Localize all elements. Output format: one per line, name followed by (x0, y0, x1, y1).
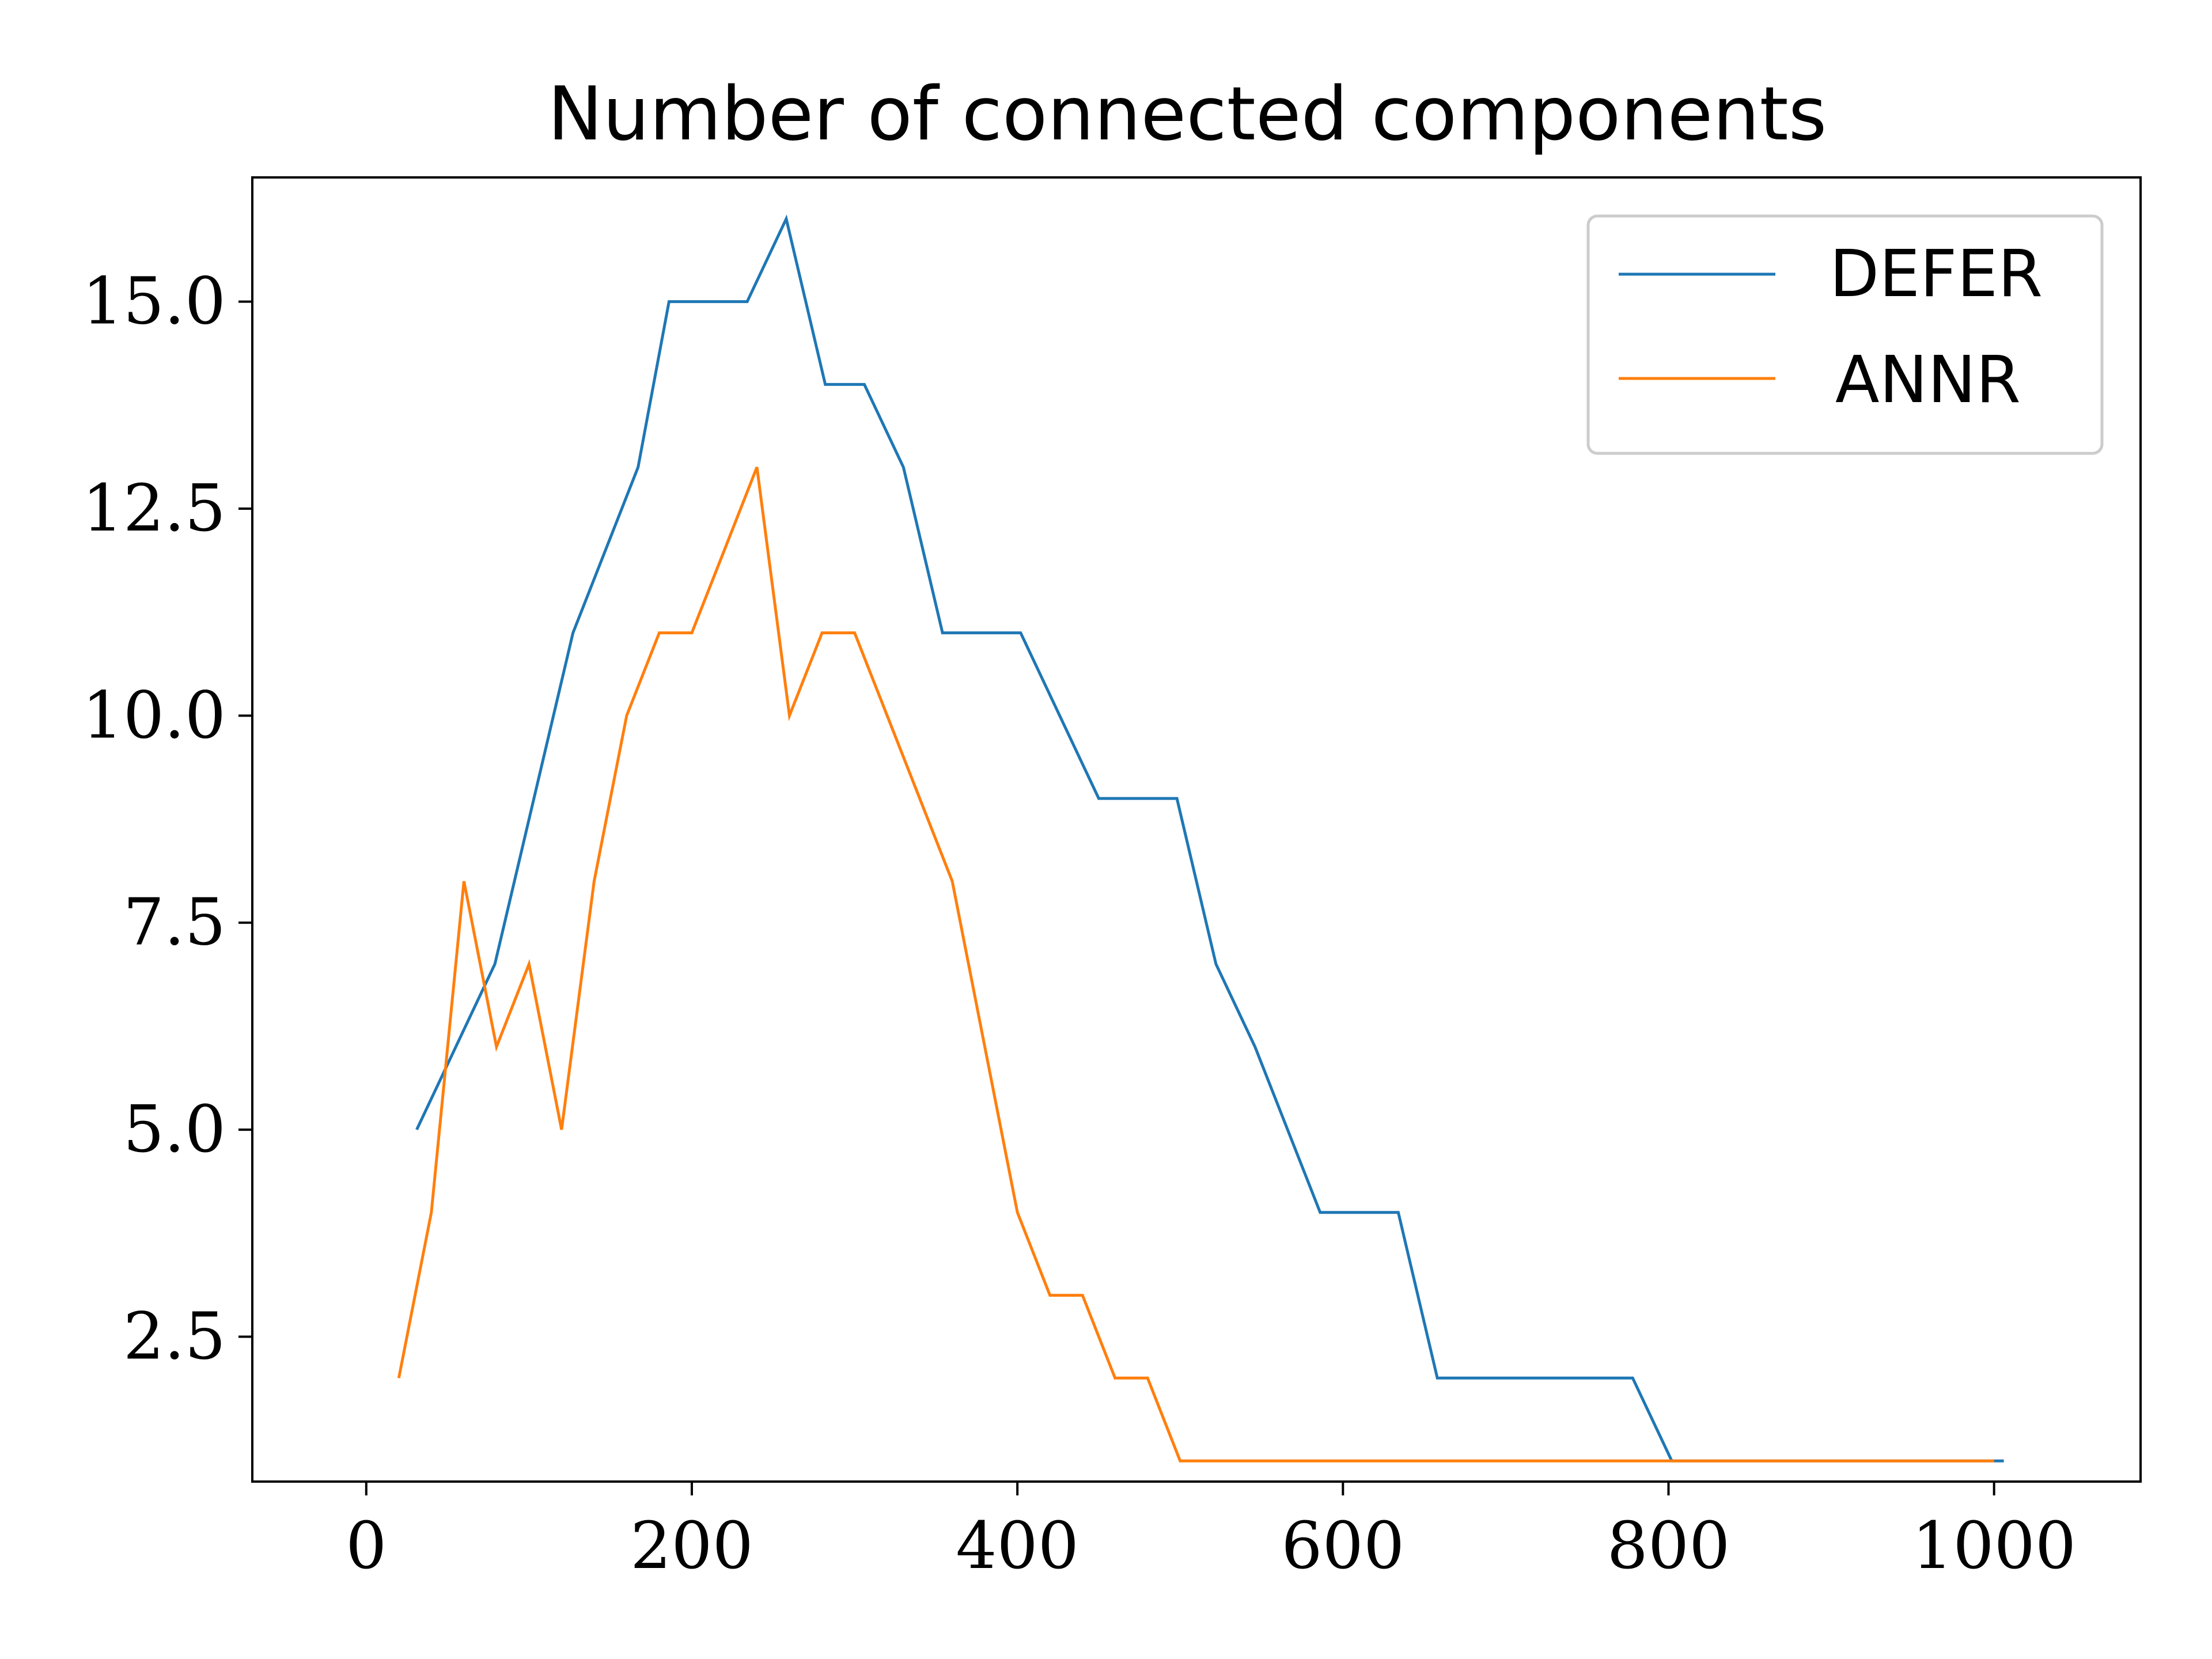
y-tick-label: 7.5 (123, 885, 226, 960)
series-layer (397, 214, 2004, 1463)
x-axis: 0 200 400 600 800 1000 (346, 1482, 2076, 1584)
series-line-annr (397, 467, 1994, 1463)
y-tick-label: 10.0 (82, 678, 226, 753)
legend: DEFER ANNR (1586, 214, 2104, 455)
y-tick-label: 12.5 (82, 471, 226, 546)
x-tick-label: 400 (956, 1509, 1079, 1584)
series-line-defer (415, 214, 2004, 1463)
x-tick-label: 1000 (1912, 1509, 2076, 1584)
plot-frame (251, 176, 2142, 1483)
x-tick-label: 200 (630, 1509, 753, 1584)
x-tick-label: 800 (1607, 1509, 1730, 1584)
x-tick-label: 0 (346, 1509, 387, 1584)
x-tick-label: 600 (1281, 1509, 1404, 1584)
y-axis: 2.5 5.0 7.5 10.0 12.5 15.0 (82, 264, 252, 1374)
chart-title: Number of connected components (548, 71, 1827, 157)
legend-label-annr: ANNR (1835, 343, 2021, 418)
y-tick-label: 2.5 (123, 1299, 226, 1374)
y-tick-label: 5.0 (123, 1092, 226, 1167)
y-tick-label: 15.0 (82, 264, 226, 339)
legend-label-defer: DEFER (1830, 237, 2043, 312)
